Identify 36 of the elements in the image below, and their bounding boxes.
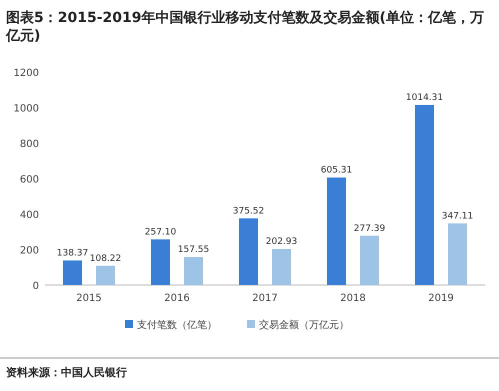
bar <box>184 257 203 285</box>
bar <box>63 260 82 285</box>
data-label: 108.22 <box>90 254 122 264</box>
bar <box>448 223 467 285</box>
y-tick-label: 200 <box>20 246 39 256</box>
bar <box>415 104 434 285</box>
bar <box>151 239 170 285</box>
x-tick-label: 2016 <box>164 293 190 304</box>
y-tick-label: 1200 <box>14 68 39 79</box>
y-tick-label: 400 <box>20 210 39 221</box>
data-label: 375.52 <box>232 206 264 216</box>
bar <box>239 218 258 285</box>
bar <box>96 266 115 285</box>
data-label: 157.55 <box>178 245 210 256</box>
data-label: 257.10 <box>144 227 177 238</box>
y-tick-label: 0 <box>32 281 39 292</box>
data-label: 138.37 <box>56 248 88 258</box>
title: 图表5：2015-2019年中国银行业移动支付笔数及交易金额(单位：亿笔，万亿元) <box>6 10 484 44</box>
y-tick-label: 1000 <box>14 104 39 114</box>
bar <box>327 178 346 285</box>
x-tick-label: 2019 <box>428 293 454 304</box>
x-tick-label: 2018 <box>340 293 366 304</box>
data-label: 202.93 <box>266 236 298 247</box>
legend-label: 支付笔数（亿笔） <box>137 319 217 331</box>
data-label: 605.31 <box>320 166 352 176</box>
bar <box>272 248 291 285</box>
bar <box>360 236 379 285</box>
legend-label: 交易金额（万亿元） <box>259 319 349 331</box>
x-tick-label: 2017 <box>252 293 278 304</box>
x-tick-label: 2015 <box>76 293 102 304</box>
data-label: 347.11 <box>442 211 474 222</box>
y-tick-label: 600 <box>20 174 39 186</box>
y-tick-label: 800 <box>20 139 39 150</box>
text: 资料来源：中国人民银行 <box>6 366 127 379</box>
data-label: 277.39 <box>354 224 386 234</box>
data-label: 1014.31 <box>406 92 444 103</box>
